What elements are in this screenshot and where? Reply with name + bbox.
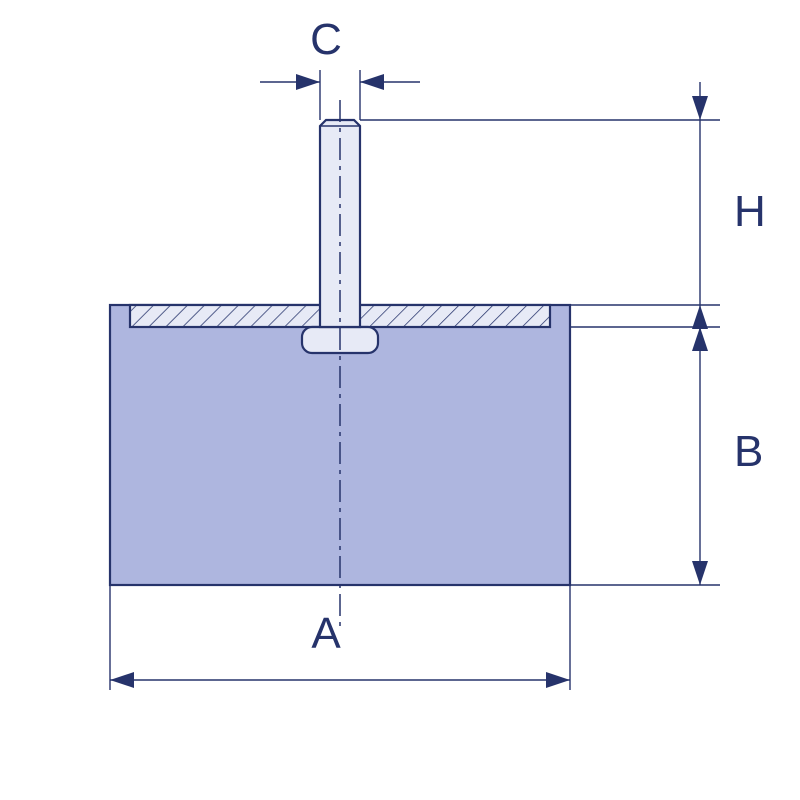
label-a: A [311,609,341,658]
dimension-diagram: A C H B [0,0,800,800]
label-h: H [734,187,766,236]
label-c: C [310,15,342,64]
label-b: B [734,427,763,476]
